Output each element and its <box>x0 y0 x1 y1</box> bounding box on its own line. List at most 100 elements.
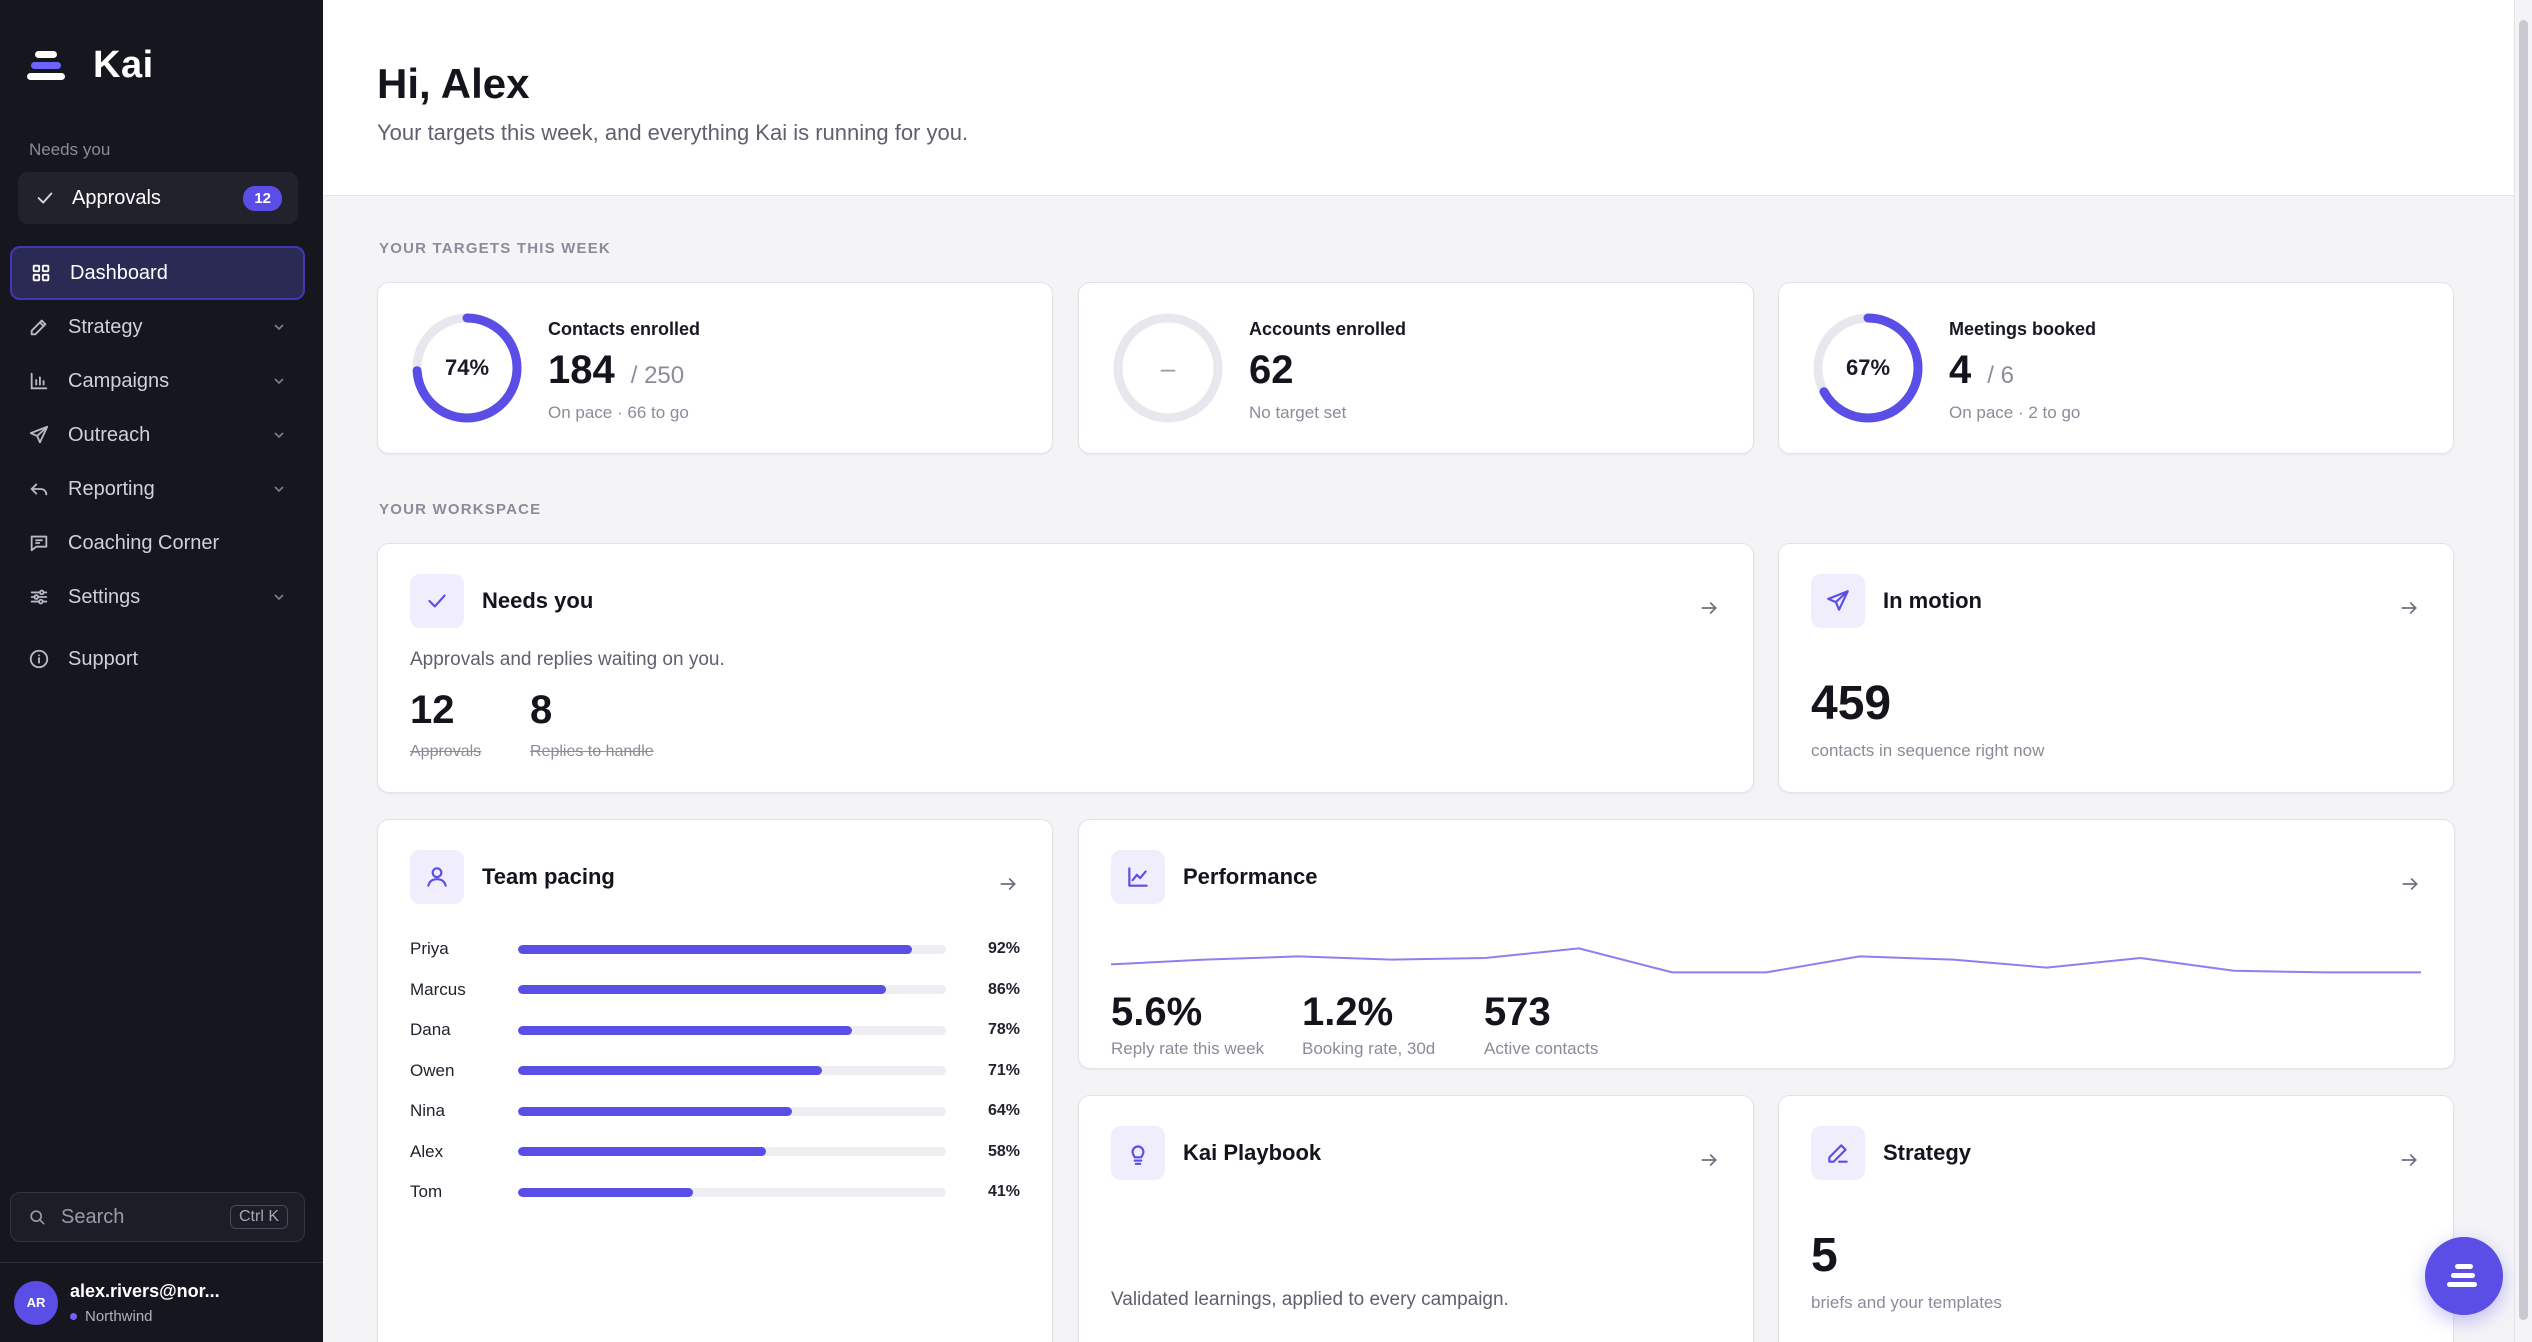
in-motion-card[interactable]: In motion 459 contacts in sequence right… <box>1778 543 2454 793</box>
progress-ring <box>1813 313 1923 423</box>
card-header: In motion <box>1811 574 1982 628</box>
pace-bar-track <box>518 985 946 994</box>
search-shortcut: Ctrl K <box>230 1205 288 1229</box>
pen-icon <box>30 319 47 336</box>
pace-percent: 78% <box>987 1021 1020 1038</box>
pace-percent: 71% <box>987 1061 1020 1079</box>
performance-card[interactable]: Performance 5.6% Reply rate this week 1.2… <box>1078 819 2455 1069</box>
target-value: 184 <box>548 348 615 392</box>
sidebar-item-label: Support <box>68 647 139 670</box>
strategy-label: briefs and your templates <box>1811 1293 2002 1312</box>
pace-bar-fill <box>518 985 887 994</box>
send-icon <box>1811 574 1865 628</box>
arrow-right-icon[interactable] <box>1699 1150 1719 1170</box>
arrow-right-icon[interactable] <box>998 874 1018 894</box>
user-menu[interactable]: AR alex.rivers@nor... Northwind <box>0 1262 323 1342</box>
sidebar-item-outreach[interactable]: Outreach <box>10 408 305 462</box>
rep-name: Alex <box>410 1141 444 1161</box>
rep-name: Priya <box>410 939 449 958</box>
team-pacing-row: Tom 41% <box>410 1181 1020 1203</box>
sidebar-item-strategy[interactable]: Strategy <box>10 300 305 354</box>
progress-ring <box>1113 313 1223 423</box>
target-title: Contacts enrolled <box>548 319 701 339</box>
team-pacing-row: Priya 92% <box>410 938 1020 960</box>
team-pacing-card[interactable]: Team pacing Priya 92% Marcus 86% Dana 78% Owen… <box>377 819 1053 1342</box>
arrow-right-icon[interactable] <box>1699 598 1719 618</box>
target-text: Contacts enrolled 184 / 250 On pace · 66 … <box>548 319 700 423</box>
vertical-scrollbar[interactable] <box>2514 0 2532 1342</box>
target-value-row: 4 / 6 <box>1949 348 2096 393</box>
pace-percent: 41% <box>987 1183 1020 1200</box>
sidebar-item-campaigns[interactable]: Campaigns <box>10 354 305 408</box>
team-pacing-row: Alex 58% <box>410 1141 1020 1163</box>
approvals-count-badge: 12 <box>243 185 282 211</box>
target-value: 62 <box>1249 348 1294 392</box>
sidebar-item-dashboard[interactable]: Dashboard <box>10 246 305 300</box>
user-info: alex.rivers@nor... Northwind <box>70 1281 220 1325</box>
target-goal: / 6 <box>1987 362 2014 389</box>
metric-value: 573 <box>1484 990 1551 1034</box>
rep-name: Owen <box>410 1060 455 1080</box>
replies-link[interactable]: Replies to handle <box>530 743 654 760</box>
approvals-link[interactable]: Approvals <box>410 743 482 760</box>
pace-bar-track <box>518 1025 946 1035</box>
bar-chart-icon <box>30 372 48 390</box>
sidebar-item-settings[interactable]: Settings <box>10 570 305 624</box>
check-icon <box>37 192 53 204</box>
target-card-meetings[interactable]: 67% Meetings booked 4 / 6 On pace · 2 to … <box>1778 282 2454 454</box>
pace-bar-track <box>518 1066 946 1075</box>
pace-bar-track <box>518 1106 946 1116</box>
strategy-card[interactable]: Strategy 5 briefs and your templates <box>1778 1095 2454 1342</box>
progress-ring-arc <box>412 313 522 423</box>
pace-bar-fill <box>518 944 912 954</box>
target-card-accounts[interactable]: – Accounts enrolled 62 No target set <box>1078 282 1754 454</box>
target-status: On pace · 66 to go <box>548 403 689 422</box>
brand[interactable]: Kai <box>27 44 154 87</box>
search-button[interactable]: Search Ctrl K <box>10 1192 305 1242</box>
rep-name: Marcus <box>410 979 466 999</box>
brand-name: Kai <box>93 44 154 86</box>
sidebar-item-support[interactable]: Support <box>10 632 305 686</box>
scrollbar-thumb[interactable] <box>2519 20 2528 1320</box>
rep-name: Dana <box>410 1020 451 1039</box>
sidebar-item-coaching-corner[interactable]: Coaching Corner <box>10 516 305 570</box>
page-title: Hi, Alex <box>377 60 530 107</box>
arrow-right-icon[interactable] <box>2399 598 2419 618</box>
pace-bar-fill <box>518 1066 822 1075</box>
sidebar-item-label: Campaigns <box>68 369 170 392</box>
arrow-right-icon[interactable] <box>2399 1150 2419 1170</box>
check-icon <box>410 574 464 628</box>
line-chart-icon <box>1111 850 1165 904</box>
progress-percent: 67% <box>1845 355 1891 380</box>
team-pacing-row: Owen 71% <box>410 1060 1020 1082</box>
message-icon <box>30 535 48 552</box>
kai-assistant-button[interactable] <box>2425 1237 2503 1315</box>
metric-active-contacts: 573 Active contacts <box>1484 990 1598 1059</box>
target-value-row: 184 / 250 <box>548 348 700 393</box>
needs-you-card[interactable]: Needs you Approvals and replies waiting … <box>377 543 1754 793</box>
sidebar-item-reporting[interactable]: Reporting <box>10 462 305 516</box>
target-card-contacts[interactable]: 74% Contacts enrolled 184 / 250 On pace ·… <box>377 282 1053 454</box>
team-pacing-row: Nina 64% <box>410 1100 1020 1122</box>
target-title: Meetings booked <box>1949 319 2097 339</box>
sidebar-item-approvals[interactable]: Approvals 12 <box>18 172 298 224</box>
arrow-right-icon[interactable] <box>2400 874 2420 894</box>
card-title: Performance <box>1183 864 1318 889</box>
metric-value: 5.6% <box>1111 990 1203 1034</box>
target-text: Accounts enrolled 62 No target set <box>1249 319 1406 423</box>
card-title: Needs you <box>482 588 594 613</box>
pace-percent: 86% <box>987 980 1020 998</box>
sidebar-nav: Dashboard Strategy Campaigns Outreach Re… <box>10 246 305 686</box>
chevron-down-icon <box>274 324 284 331</box>
reply-icon <box>30 483 48 496</box>
card-title: In motion <box>1883 588 1982 613</box>
grid-icon <box>32 264 50 282</box>
metric-label: Reply rate this week <box>1111 1039 1265 1058</box>
playbook-card[interactable]: Kai Playbook Validated learnings, applie… <box>1078 1095 1754 1342</box>
chevron-down-icon <box>274 432 284 439</box>
pen-icon <box>1811 1126 1865 1180</box>
user-org: Northwind <box>70 1308 220 1325</box>
team-pacing-row: Marcus 86% <box>410 979 1020 1001</box>
card-title: Strategy <box>1883 1140 1972 1165</box>
chevron-down-icon <box>274 486 284 493</box>
